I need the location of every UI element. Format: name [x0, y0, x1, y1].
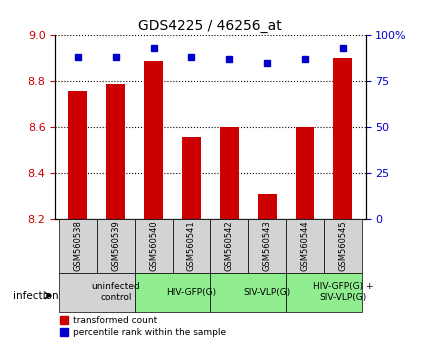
Text: GSM560542: GSM560542: [225, 221, 234, 272]
FancyBboxPatch shape: [286, 219, 324, 273]
Text: GSM560538: GSM560538: [74, 221, 82, 272]
FancyBboxPatch shape: [286, 273, 362, 312]
FancyBboxPatch shape: [59, 219, 97, 273]
Title: GDS4225 / 46256_at: GDS4225 / 46256_at: [139, 19, 282, 33]
FancyBboxPatch shape: [135, 219, 173, 273]
Text: SIV-VLP(G): SIV-VLP(G): [244, 287, 291, 297]
Text: GSM560539: GSM560539: [111, 221, 120, 272]
Bar: [258, 194, 277, 219]
FancyBboxPatch shape: [59, 273, 135, 312]
Text: GSM560540: GSM560540: [149, 221, 158, 272]
Legend: transformed count, percentile rank within the sample: transformed count, percentile rank withi…: [60, 316, 227, 337]
Text: GSM560545: GSM560545: [338, 221, 347, 272]
Bar: [295, 127, 314, 219]
Text: GSM560544: GSM560544: [300, 221, 309, 272]
Text: uninfected
control: uninfected control: [91, 282, 140, 302]
FancyBboxPatch shape: [210, 273, 286, 312]
Text: GSM560543: GSM560543: [263, 221, 272, 272]
FancyBboxPatch shape: [210, 219, 248, 273]
FancyBboxPatch shape: [324, 219, 362, 273]
Text: HIV-GFP(G): HIV-GFP(G): [167, 287, 216, 297]
FancyBboxPatch shape: [248, 219, 286, 273]
FancyBboxPatch shape: [135, 273, 210, 312]
FancyBboxPatch shape: [97, 219, 135, 273]
Bar: [144, 61, 163, 219]
Text: infection: infection: [13, 291, 58, 301]
Bar: [106, 84, 125, 219]
Bar: [333, 58, 352, 219]
FancyBboxPatch shape: [173, 219, 210, 273]
Text: HIV-GFP(G) +
SIV-VLP(G): HIV-GFP(G) + SIV-VLP(G): [312, 282, 373, 302]
Bar: [68, 91, 88, 219]
Bar: [182, 137, 201, 219]
Text: GSM560541: GSM560541: [187, 221, 196, 272]
Bar: [220, 127, 239, 219]
